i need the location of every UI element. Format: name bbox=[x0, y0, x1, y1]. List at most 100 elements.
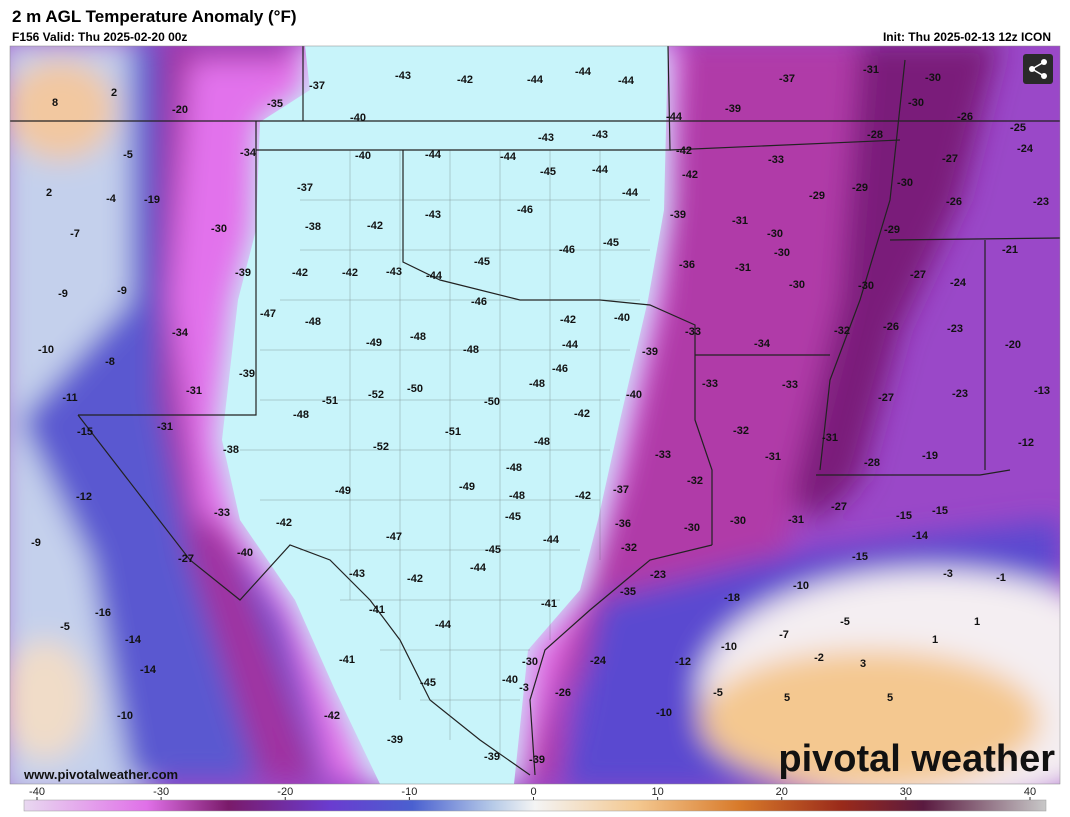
map-value: -34 bbox=[754, 338, 771, 350]
map-value: -48 bbox=[293, 409, 309, 421]
map-value: -29 bbox=[852, 182, 868, 194]
map-value: -31 bbox=[765, 451, 781, 463]
map-value: -12 bbox=[1018, 437, 1034, 449]
map-value: -47 bbox=[260, 308, 276, 320]
map-value: -50 bbox=[407, 383, 423, 395]
map-value: -27 bbox=[942, 153, 958, 165]
map-value: -44 bbox=[425, 149, 442, 161]
map-value: -12 bbox=[76, 491, 92, 503]
map-value: -45 bbox=[420, 677, 436, 689]
map-value: -3 bbox=[519, 682, 529, 694]
map-value: -8 bbox=[105, 356, 115, 368]
map-value: -41 bbox=[541, 598, 557, 610]
map-labels: 82-20 -35-37-43 -42 -44-44-44 -37-31-30-39-4… bbox=[31, 64, 1050, 766]
map-value: -48 bbox=[463, 344, 479, 356]
map-value: -25 bbox=[1010, 122, 1026, 134]
map-value: -40 bbox=[355, 150, 371, 162]
map-value: -43 bbox=[395, 70, 411, 82]
map-value: -30 bbox=[767, 228, 783, 240]
map-value: -44 bbox=[592, 164, 609, 176]
map-value: 2 bbox=[111, 87, 117, 99]
map-value: -51 bbox=[445, 426, 461, 438]
map-value: -48 bbox=[506, 462, 522, 474]
map-value: -10 bbox=[793, 580, 809, 592]
map-value: -41 bbox=[369, 604, 385, 616]
map-value: -44 bbox=[562, 339, 579, 351]
map-value: -35 bbox=[620, 586, 636, 598]
map-value: -44 bbox=[527, 74, 544, 86]
map-value: -45 bbox=[603, 237, 619, 249]
map-value: -9 bbox=[31, 537, 41, 549]
map-value: 1 bbox=[974, 616, 980, 628]
map-value: -19 bbox=[144, 194, 160, 206]
map-value: 2 bbox=[46, 187, 52, 199]
map-value: 8 bbox=[52, 97, 58, 109]
map-value: -44 bbox=[666, 111, 683, 123]
map-value: -39 bbox=[642, 346, 658, 358]
map-value: -44 bbox=[470, 562, 487, 574]
map-value: -32 bbox=[834, 325, 850, 337]
map-value: -35 bbox=[267, 98, 283, 110]
map-value: -39 bbox=[484, 751, 500, 763]
map-value: -37 bbox=[297, 182, 313, 194]
map-value: -5 bbox=[60, 621, 70, 633]
map-value: -47 bbox=[386, 531, 402, 543]
map-value: -33 bbox=[214, 507, 230, 519]
map-value: -39 bbox=[235, 267, 251, 279]
map-value: -26 bbox=[957, 111, 973, 123]
map-value: -42 bbox=[324, 710, 340, 722]
map-value: -21 bbox=[1002, 244, 1018, 256]
map-value: -33 bbox=[768, 154, 784, 166]
map-value: -52 bbox=[368, 389, 384, 401]
map-value: -5 bbox=[840, 616, 850, 628]
map-value: -43 bbox=[592, 129, 608, 141]
map-value: -43 bbox=[425, 209, 441, 221]
map-value: -24 bbox=[1017, 143, 1034, 155]
map-value: -23 bbox=[947, 323, 963, 335]
map-value: -31 bbox=[732, 215, 748, 227]
map-value: -28 bbox=[867, 129, 883, 141]
map-value: -30 bbox=[858, 280, 874, 292]
colorbar-tick-label: 40 bbox=[1024, 786, 1036, 798]
colorbar-tick-label: -30 bbox=[153, 786, 169, 798]
colorbar-tick-label: -20 bbox=[277, 786, 293, 798]
map-value: -18 bbox=[724, 592, 740, 604]
map-value: -46 bbox=[552, 363, 568, 375]
map-value: -42 bbox=[407, 573, 423, 585]
map-value: -42 bbox=[292, 267, 308, 279]
colorbar-tick-label: 0 bbox=[530, 786, 536, 798]
map-value: -37 bbox=[779, 73, 795, 85]
map-value: -44 bbox=[500, 151, 517, 163]
map-value: -3 bbox=[943, 568, 953, 580]
colorbar-tick-label: 30 bbox=[900, 786, 912, 798]
map-value: -32 bbox=[687, 475, 703, 487]
map-value: 5 bbox=[784, 692, 790, 704]
share-button[interactable] bbox=[1023, 54, 1053, 84]
map-value: -5 bbox=[713, 687, 723, 699]
site-url[interactable]: www.pivotalweather.com bbox=[23, 767, 178, 782]
map-value: -19 bbox=[922, 450, 938, 462]
map-value: 5 bbox=[887, 692, 893, 704]
map-value: -15 bbox=[852, 551, 868, 563]
map-value: -13 bbox=[1034, 385, 1050, 397]
map-value: -15 bbox=[77, 426, 93, 438]
map-value: -30 bbox=[897, 177, 913, 189]
map-value: -30 bbox=[684, 522, 700, 534]
map-value: -14 bbox=[912, 530, 929, 542]
map-value: -15 bbox=[932, 505, 948, 517]
map-value: -26 bbox=[946, 196, 962, 208]
map-value: -23 bbox=[1033, 196, 1049, 208]
map-value: -41 bbox=[339, 654, 355, 666]
map-value: -30 bbox=[730, 515, 746, 527]
map-value: -44 bbox=[426, 270, 443, 282]
map-value: -14 bbox=[140, 664, 157, 676]
map-value: -7 bbox=[70, 228, 80, 240]
map-value: -10 bbox=[721, 641, 737, 653]
map-value: -42 bbox=[574, 408, 590, 420]
map-value: -38 bbox=[305, 221, 321, 233]
map-value: -31 bbox=[157, 421, 173, 433]
map-value: -45 bbox=[485, 544, 501, 556]
map-value: -42 bbox=[276, 517, 292, 529]
map-value: -38 bbox=[223, 444, 239, 456]
